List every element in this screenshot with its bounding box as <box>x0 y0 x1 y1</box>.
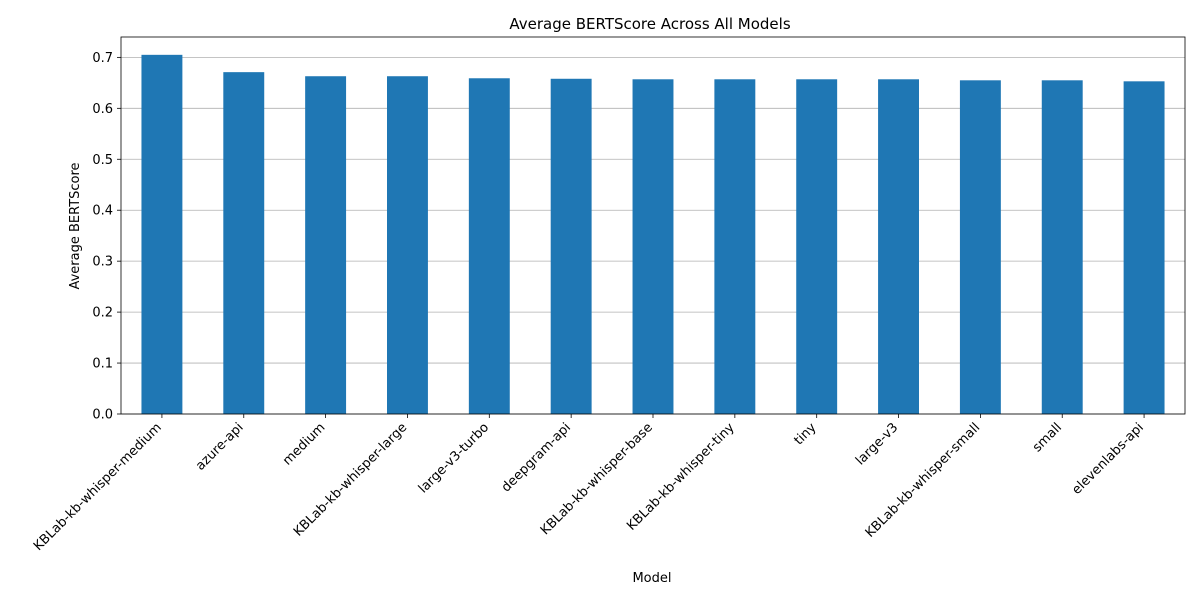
bar <box>387 76 428 414</box>
bar <box>468 78 510 415</box>
x-tick-label: medium <box>280 420 328 468</box>
x-tick-label: large-v3-turbo <box>416 420 492 496</box>
x-tick-label: azure-api <box>193 420 246 473</box>
bar <box>878 79 919 415</box>
bar <box>141 54 183 414</box>
plot-frame <box>120 36 1186 415</box>
y-tick-label: 0.2 <box>92 306 113 321</box>
y-tick-label: 0.6 <box>92 102 113 117</box>
x-tick-label: elevenlabs-api <box>1069 420 1147 498</box>
x-tick-label: small <box>1030 420 1065 455</box>
x-axis-label: Model <box>632 571 671 586</box>
y-tick-label: 0.0 <box>92 408 113 423</box>
y-axis-label: Average BERTScore <box>68 162 83 289</box>
y-tick-label: 0.5 <box>92 153 113 168</box>
y-tick-label: 0.7 <box>92 51 113 66</box>
bar <box>714 79 756 415</box>
axes: 0.0 0.1 0.2 0.3 0.4 0.5 0.6 0.7 KBLab-kb-whisper… <box>31 36 1186 554</box>
y-tick-label: 0.1 <box>92 357 113 372</box>
y-tick-label: 0.4 <box>92 204 113 219</box>
bars <box>141 54 1165 415</box>
bar <box>550 78 592 415</box>
bar <box>796 79 838 415</box>
chart-title: Average BERTScore Across All Models <box>509 15 790 33</box>
bar <box>305 76 347 414</box>
bar <box>959 80 1001 415</box>
x-tick-label: deepgram-api <box>499 420 574 495</box>
bar <box>632 79 674 415</box>
bar <box>223 72 265 414</box>
y-tick-label: 0.3 <box>92 255 113 270</box>
bar <box>1123 81 1165 415</box>
bar <box>1041 80 1083 415</box>
x-tick-label: KBLab-kb-whisper-medium <box>31 420 165 554</box>
x-tick-label: large-v3 <box>853 420 901 468</box>
x-tick-label: tiny <box>791 420 819 448</box>
